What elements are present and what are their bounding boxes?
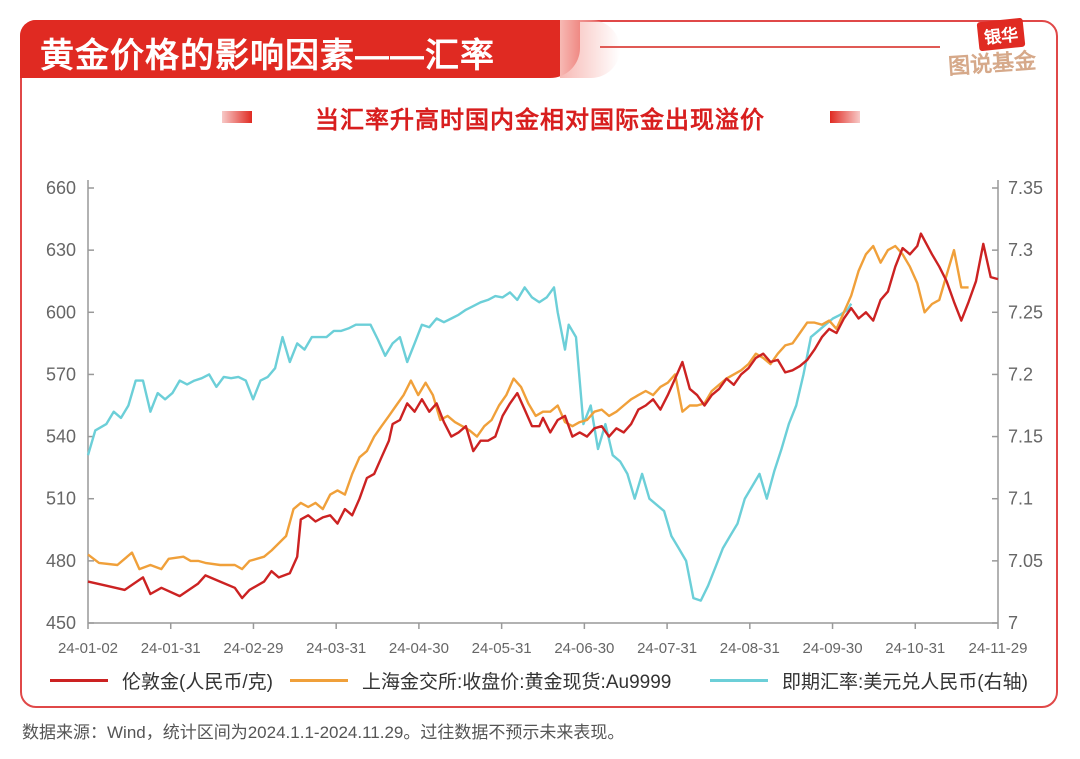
y-right-tick-label: 7.2 <box>1008 364 1033 384</box>
x-tick-label: 24-11-29 <box>969 640 1028 657</box>
page-title: 黄金价格的影响因素——汇率 <box>40 37 495 75</box>
series-line-0 <box>87 232 999 600</box>
legend-swatch-usdcny <box>710 679 768 682</box>
y-left-tick-label: 450 <box>46 613 76 633</box>
source-footnote: 数据来源：Wind，统计区间为2024.1.1-2024.11.29。过往数据不… <box>22 723 625 742</box>
chart-axes: 660 630 600 570 540 510 480 450 7.35 7.3 7.25 7.2 7.… <box>46 178 1043 657</box>
chart-card <box>20 20 1058 708</box>
y-left-tick-label: 570 <box>46 364 76 384</box>
legend-item-london-gold: 伦敦金(人民币/克) <box>50 667 273 694</box>
y-right-tick-label: 7.25 <box>1008 302 1043 322</box>
x-tick-label: 24-03-31 <box>306 640 366 657</box>
x-tick-label: 24-10-31 <box>885 640 945 657</box>
x-tick-label: 24-01-02 <box>58 640 118 657</box>
x-tick-label: 24-06-30 <box>554 640 614 657</box>
chart-series <box>86 232 999 602</box>
y-right-tick-label: 7.1 <box>1008 489 1033 509</box>
header-banner <box>20 20 620 78</box>
legend-swatch-london-gold <box>50 679 108 682</box>
y-right-tick-label: 7.15 <box>1008 427 1043 447</box>
header-divider <box>600 46 940 48</box>
legend-item-shanghai-gold: 上海金交所:收盘价:黄金现货:Au9999 <box>290 667 671 694</box>
y-right-tick-label: 7.35 <box>1008 178 1043 198</box>
x-tick-label: 24-08-31 <box>720 640 780 657</box>
x-tick-label: 24-04-30 <box>389 640 449 657</box>
y-right-tick-label: 7.3 <box>1008 240 1033 260</box>
y-left-tick-label: 540 <box>46 427 76 447</box>
legend-label-usdcny: 即期汇率:美元兑人民币(右轴) <box>782 672 1028 693</box>
series-line-1 <box>87 244 969 571</box>
series-line-2 <box>86 286 853 602</box>
legend-item-usdcny: 即期汇率:美元兑人民币(右轴) <box>710 667 1028 694</box>
legend-label-london-gold: 伦敦金(人民币/克) <box>122 672 273 693</box>
x-tick-label: 24-05-31 <box>472 640 532 657</box>
chart-legend: 伦敦金(人民币/克) 上海金交所:收盘价:黄金现货:Au9999 即期汇率:美元… <box>0 667 1080 697</box>
x-tick-label: 24-02-29 <box>223 640 283 657</box>
legend-swatch-shanghai-gold <box>290 679 348 682</box>
legend-label-shanghai-gold: 上海金交所:收盘价:黄金现货:Au9999 <box>362 672 672 693</box>
y-left-tick-label: 630 <box>46 240 76 260</box>
y-right-tick-label: 7.05 <box>1008 551 1043 571</box>
chart-title: 当汇率升高时国内金相对国际金出现溢价 <box>315 107 765 134</box>
subtitle-accent-right <box>830 111 860 123</box>
subtitle-accent-left <box>222 111 252 123</box>
y-left-tick-label: 480 <box>46 551 76 571</box>
header-banner-fade <box>560 20 620 78</box>
y-right-tick-label: 7 <box>1008 613 1018 633</box>
y-left-tick-label: 600 <box>46 302 76 322</box>
x-tick-label: 24-09-30 <box>803 640 863 657</box>
x-tick-label: 24-07-31 <box>637 640 697 657</box>
y-left-tick-label: 660 <box>46 178 76 198</box>
x-tick-label: 24-01-31 <box>141 640 201 657</box>
y-left-tick-label: 510 <box>46 489 76 509</box>
